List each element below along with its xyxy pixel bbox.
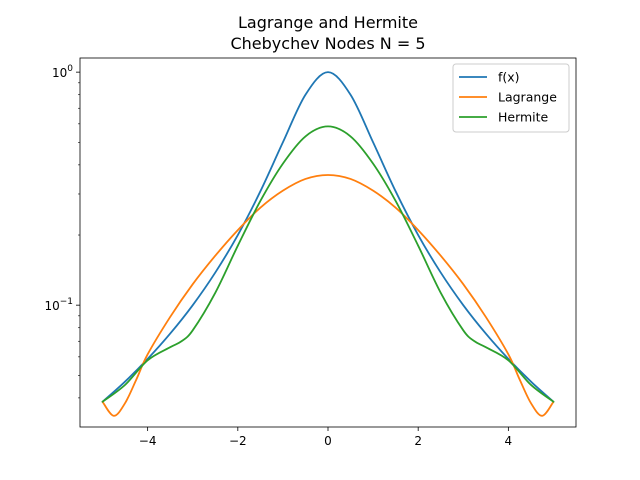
legend-label-0: f(x): [498, 70, 520, 85]
x-axis: −4 −2 0 2 4: [139, 427, 512, 448]
x-tick-label: 2: [414, 434, 422, 448]
x-tick-label: 0: [324, 434, 332, 448]
y-tick-label: 100: [52, 64, 73, 80]
series-line-0: [101, 71, 555, 403]
y-tick-label: 10−1: [44, 297, 73, 313]
x-tick-label: 4: [505, 434, 513, 448]
series-line-1: [101, 174, 555, 417]
chart-title: Lagrange and Hermite: [238, 13, 418, 32]
legend-box: [452, 63, 570, 133]
series-line-2: [101, 125, 555, 403]
x-tick-label: −4: [139, 434, 157, 448]
legend-label-2: Hermite: [498, 110, 549, 125]
legend-label-1: Lagrange: [498, 90, 557, 105]
y-axis: 100 10−1: [44, 64, 80, 399]
plot-lines: [101, 71, 555, 417]
x-tick-label: −2: [229, 434, 247, 448]
chart-subtitle: Chebychev Nodes N = 5: [230, 34, 425, 53]
plot-frame: [79, 57, 577, 428]
legend: f(x) Lagrange Hermite: [452, 63, 570, 133]
